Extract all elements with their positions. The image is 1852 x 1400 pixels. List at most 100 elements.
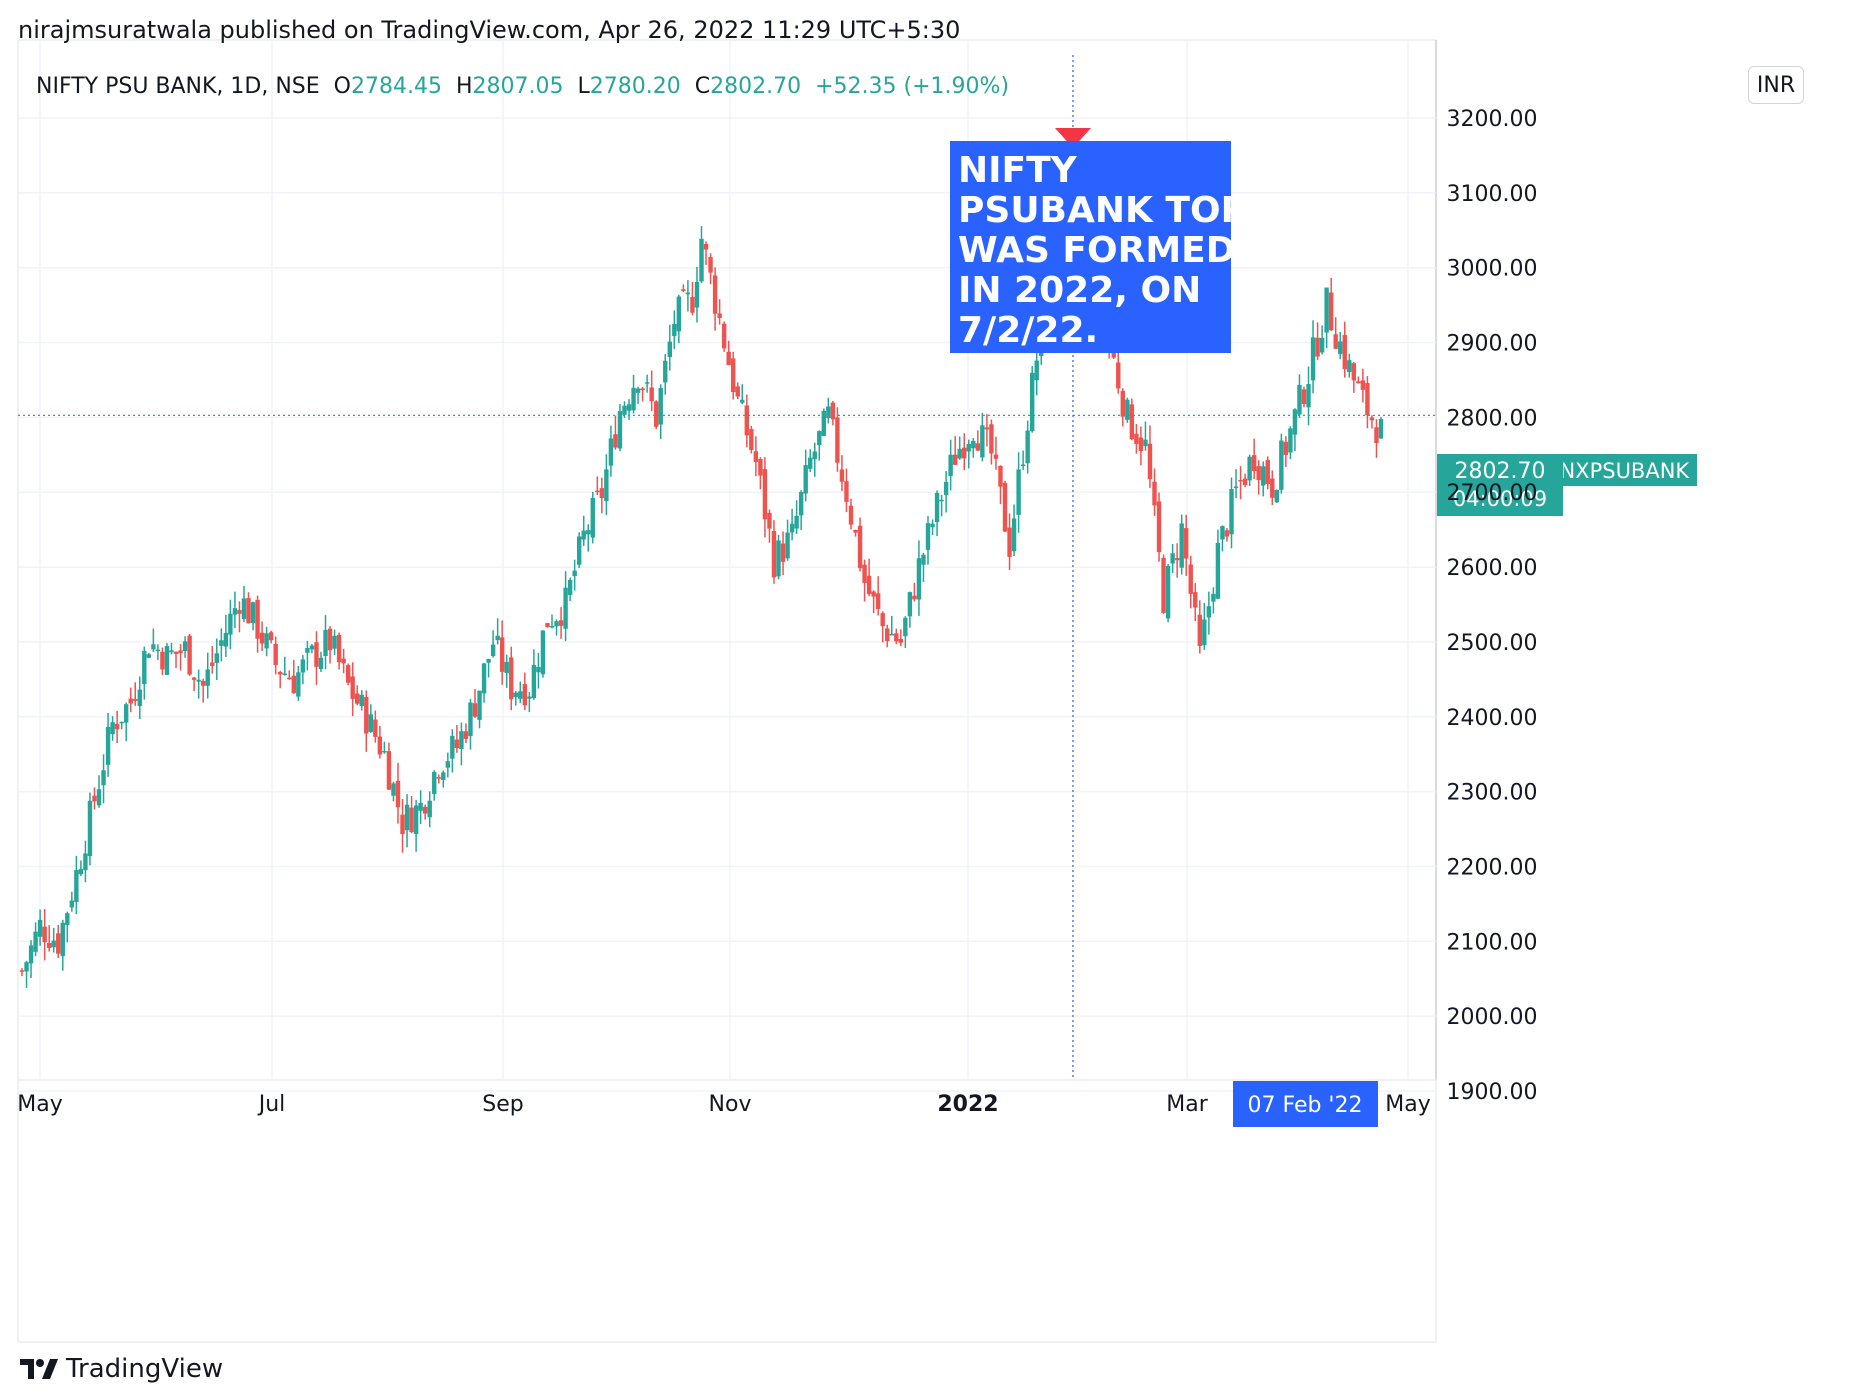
- candle-body: [866, 575, 872, 595]
- candle-body: [377, 736, 383, 755]
- candle: [839, 455, 845, 491]
- candle-body: [332, 635, 337, 649]
- x-tick-label: Mar: [1166, 1092, 1208, 1117]
- candle: [1215, 529, 1221, 600]
- candle: [196, 669, 201, 699]
- candle: [1238, 466, 1243, 500]
- candle-body: [1324, 287, 1329, 333]
- candle: [24, 960, 29, 988]
- tradingview-logo-icon: [20, 1359, 58, 1379]
- candle: [1247, 454, 1252, 487]
- candle-body: [894, 633, 899, 642]
- candle: [789, 508, 795, 541]
- candle: [336, 632, 342, 670]
- candle: [595, 476, 600, 496]
- candle-body: [703, 243, 709, 250]
- y-tick-label: 3000.00: [1447, 257, 1538, 282]
- candle: [499, 620, 505, 685]
- candle: [540, 630, 546, 678]
- symbol-label[interactable]: NIFTY PSU BANK, 1D, NSE: [36, 74, 320, 99]
- candle: [169, 642, 174, 655]
- candle-body: [1184, 528, 1189, 559]
- candle-body: [798, 492, 804, 516]
- candle: [522, 672, 528, 711]
- candle-body: [454, 739, 460, 749]
- candle: [989, 419, 994, 465]
- candle-body: [255, 599, 260, 639]
- candle: [567, 577, 573, 602]
- candle-body: [758, 459, 763, 476]
- candle-body: [735, 386, 740, 397]
- candle-body: [155, 649, 161, 652]
- candle-body: [386, 751, 392, 790]
- candle-body: [1134, 433, 1139, 445]
- candle-body: [205, 669, 210, 686]
- candle: [889, 615, 894, 636]
- annotation-line: IN 2022, ON: [958, 270, 1201, 311]
- candle: [690, 281, 695, 316]
- candle-body: [744, 405, 749, 436]
- candle-body: [844, 481, 849, 502]
- candle-body: [477, 690, 482, 720]
- candle-body: [382, 750, 387, 753]
- footer-brand[interactable]: TradingView: [20, 1354, 223, 1384]
- candle-body: [268, 632, 274, 641]
- candle: [925, 516, 931, 565]
- candle-body: [323, 629, 328, 657]
- candle-body: [567, 580, 573, 595]
- candle-body: [1328, 292, 1334, 331]
- candle-body: [762, 469, 768, 520]
- x-tick-label: Jul: [257, 1092, 286, 1117]
- candle-body: [925, 523, 931, 550]
- candle: [210, 645, 215, 674]
- candle-body: [350, 676, 355, 699]
- candle: [1025, 420, 1030, 474]
- candle: [268, 630, 274, 644]
- candle: [821, 408, 827, 437]
- candle: [726, 340, 731, 366]
- candle-body: [581, 530, 586, 540]
- candle-body: [400, 814, 405, 835]
- candle: [1224, 528, 1230, 542]
- candle: [576, 532, 582, 569]
- candle: [808, 449, 813, 473]
- candle: [1274, 489, 1280, 503]
- candle: [182, 636, 188, 658]
- crosshair-date-label: 07 Feb '22: [1248, 1093, 1363, 1118]
- candle-body: [105, 726, 111, 765]
- candle-body: [418, 803, 423, 811]
- candle-body: [19, 970, 25, 972]
- candle-body: [540, 630, 546, 675]
- candle: [173, 651, 179, 669]
- candle-body: [300, 659, 306, 673]
- x-tick-label: May: [1385, 1092, 1430, 1117]
- candle-body: [590, 497, 595, 538]
- candle: [1292, 408, 1298, 452]
- candle: [495, 618, 500, 645]
- candle-body: [907, 592, 913, 617]
- candle-body: [42, 926, 47, 943]
- candle-body: [549, 625, 555, 628]
- candle-body: [1288, 428, 1293, 453]
- annotation-line: WAS FORMED: [958, 230, 1236, 271]
- candle: [1333, 317, 1338, 349]
- candle: [178, 644, 183, 671]
- candle-body: [848, 505, 854, 525]
- candle-body: [78, 868, 84, 875]
- candle: [1347, 353, 1352, 378]
- candle-body: [1147, 443, 1153, 480]
- candle-body: [522, 684, 528, 706]
- price-axis-value: 2802.70: [1455, 459, 1546, 484]
- candle: [1011, 504, 1017, 557]
- candle: [418, 790, 423, 825]
- candle-body: [826, 406, 831, 418]
- candle-body: [622, 405, 627, 415]
- candle-body: [1215, 542, 1221, 599]
- candle-body: [536, 666, 541, 673]
- currency-button[interactable]: INR: [1748, 66, 1804, 104]
- candle-body: [133, 699, 138, 701]
- candle-body: [903, 617, 908, 637]
- candle: [205, 652, 210, 699]
- candle: [672, 310, 677, 350]
